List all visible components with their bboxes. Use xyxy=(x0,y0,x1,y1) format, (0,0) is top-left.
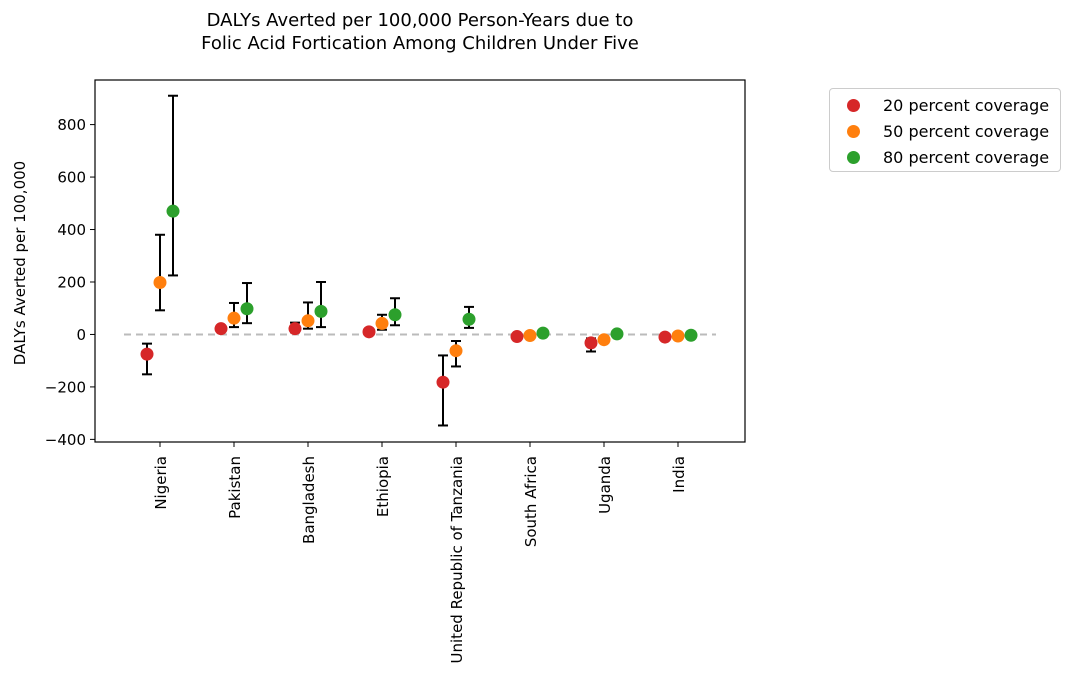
data-point xyxy=(240,302,254,316)
y-tick-label: 200 xyxy=(57,273,86,291)
data-point xyxy=(214,322,228,336)
x-tick-label: Bangladesh xyxy=(300,456,318,544)
data-point xyxy=(449,344,463,358)
data-point xyxy=(375,316,389,330)
legend-item-80-percent: 80 percent coverage xyxy=(830,144,1049,170)
data-point xyxy=(314,304,328,318)
x-tick-label: Ethiopia xyxy=(374,456,392,517)
data-point xyxy=(436,375,450,389)
data-point xyxy=(536,326,550,340)
legend-item-50-percent: 50 percent coverage xyxy=(830,118,1049,144)
legend-marker-50-percent xyxy=(847,124,860,138)
y-tick-label: −400 xyxy=(45,431,86,449)
y-axis-label: DALYs Averted per 100,000 xyxy=(11,161,29,365)
data-point xyxy=(362,325,376,339)
x-tick-label: Uganda xyxy=(596,456,614,514)
data-point xyxy=(523,328,537,342)
data-point xyxy=(510,330,524,344)
data-point xyxy=(671,329,685,343)
y-tick-label: 600 xyxy=(57,169,86,187)
legend-label-80-percent: 80 percent coverage xyxy=(883,147,1050,167)
data-point xyxy=(658,330,672,344)
data-point xyxy=(153,276,167,290)
data-point xyxy=(227,311,241,325)
chart-title-line-2: Folic Acid Fortication Among Children Un… xyxy=(201,33,639,54)
legend-label-50-percent: 50 percent coverage xyxy=(883,121,1050,141)
data-point xyxy=(462,312,476,326)
data-point xyxy=(388,308,402,322)
x-tick-label: India xyxy=(670,456,688,493)
data-point xyxy=(140,347,154,361)
y-tick-label: 800 xyxy=(57,116,86,134)
chart-title-line-1: DALYs Averted per 100,000 Person-Years d… xyxy=(206,10,634,31)
data-point xyxy=(288,322,302,336)
x-tick-label: Pakistan xyxy=(226,456,244,519)
legend-item-20-percent: 20 percent coverage xyxy=(830,92,1049,118)
data-point xyxy=(584,336,598,350)
data-point xyxy=(597,333,611,347)
legend-marker-80-percent xyxy=(847,150,860,164)
x-tick-label: South Africa xyxy=(522,456,540,547)
y-tick-label: 400 xyxy=(57,221,86,239)
y-tick-label: −200 xyxy=(45,378,86,396)
y-tick-label: 0 xyxy=(76,326,86,344)
legend: 20 percent coverage 50 percent coverage … xyxy=(829,88,1061,172)
plot-frame xyxy=(94,79,746,443)
data-point xyxy=(610,327,624,341)
x-tick-label: Nigeria xyxy=(152,456,170,510)
data-point xyxy=(301,314,315,328)
data-point xyxy=(684,328,698,342)
legend-marker-20-percent xyxy=(847,98,860,112)
data-point xyxy=(166,204,180,218)
legend-label-20-percent: 20 percent coverage xyxy=(883,95,1050,115)
x-tick-label: United Republic of Tanzania xyxy=(448,456,466,663)
